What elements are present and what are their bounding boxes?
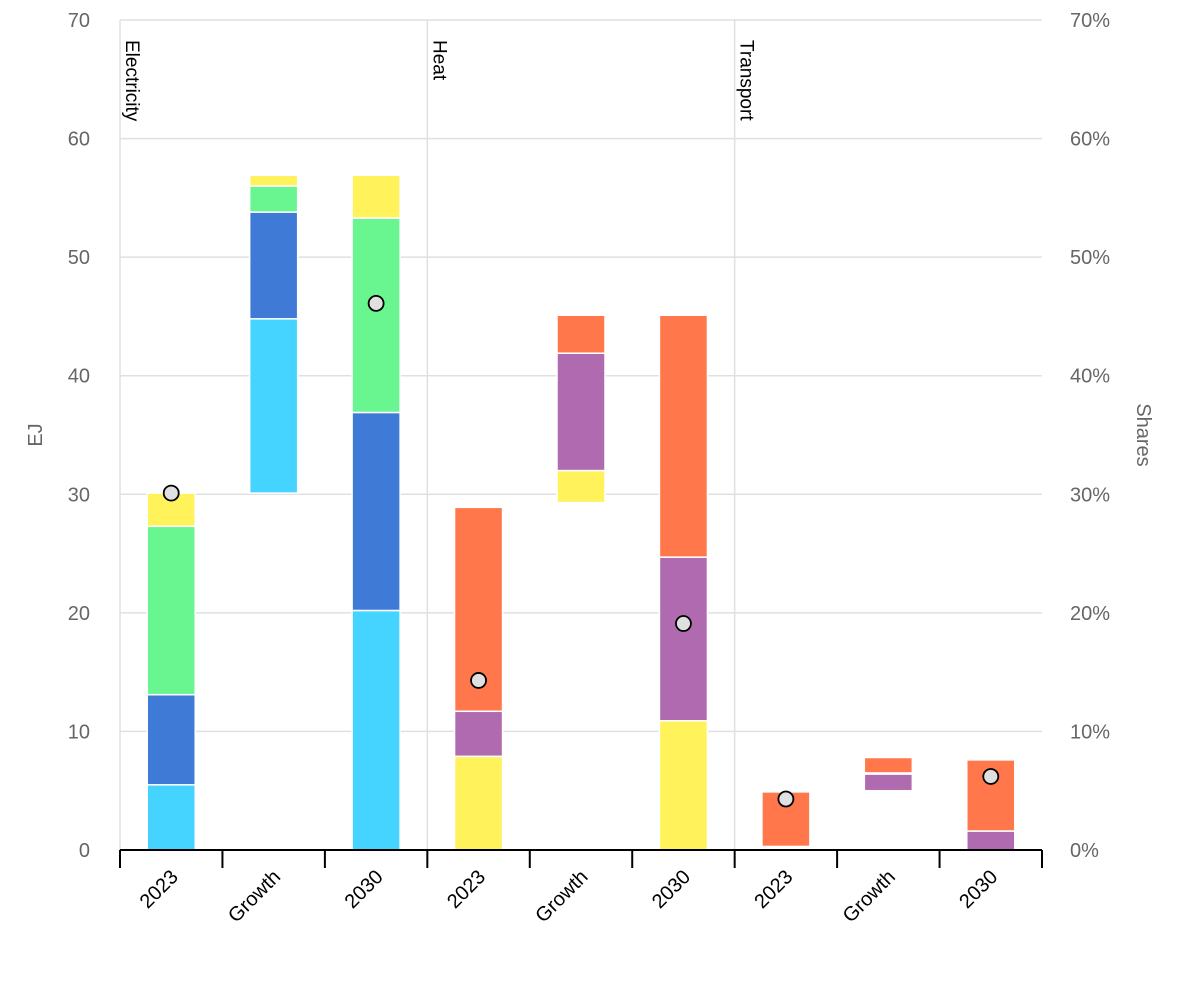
y-axis-label: EJ <box>25 423 47 446</box>
y-tick-label: 10 <box>68 721 90 743</box>
bar-segment-purple <box>863 773 914 792</box>
bar-segment-cyan <box>146 784 196 851</box>
y2-tick-label: 0% <box>1070 840 1099 862</box>
bar-segment-purple <box>556 352 606 472</box>
bar-segment-purple <box>453 710 504 758</box>
y-tick-label: 0 <box>79 840 90 862</box>
bar-segment-orange <box>761 791 811 848</box>
y2-tick-label: 50% <box>1070 247 1110 269</box>
x-tick-label: 2030 <box>955 866 1002 913</box>
y-tick-label: 30 <box>68 484 90 506</box>
y2-tick-label: 60% <box>1070 129 1110 151</box>
share-marker <box>675 615 692 632</box>
bar-segment-yellow <box>658 720 709 851</box>
y2-tick-label: 70% <box>1070 10 1110 32</box>
bar-segment-blue <box>351 411 401 612</box>
group-label-transport: Transport <box>736 40 757 121</box>
bar-segment-green <box>351 217 401 414</box>
bar-segment-orange <box>863 756 914 774</box>
bar-segment-orange <box>556 314 606 354</box>
x-tick-label: 2030 <box>648 866 695 913</box>
bar-segment-purple <box>658 556 709 722</box>
bar-segment-yellow <box>351 174 401 219</box>
y-tick-label: 50 <box>68 247 90 269</box>
bar-segment-orange <box>658 314 709 558</box>
bar-segment-yellow <box>453 755 504 851</box>
x-tick-label: Growth <box>531 866 592 927</box>
bar-segment-green <box>248 185 299 213</box>
x-tick-label: 2023 <box>136 866 183 913</box>
group-label-heat: Heat <box>428 40 449 81</box>
y2-tick-label: 30% <box>1070 484 1110 506</box>
x-tick-label: 2023 <box>750 866 797 913</box>
y2-tick-label: 10% <box>1070 721 1110 743</box>
y-tick-label: 70 <box>68 10 90 32</box>
bar-segment-purple <box>966 830 1016 851</box>
bar-segment-blue <box>248 211 299 320</box>
y-tick-label: 60 <box>68 129 90 151</box>
share-marker <box>982 768 1000 785</box>
share-marker <box>367 294 385 312</box>
bar-segment-cyan <box>351 609 401 851</box>
y2-axis-label: Shares <box>1132 403 1154 466</box>
share-marker <box>470 672 487 689</box>
y-tick-label: 20 <box>68 603 90 625</box>
x-tick-label: Growth <box>839 866 900 927</box>
x-tick-label: 2030 <box>341 866 388 913</box>
y2-tick-label: 40% <box>1070 366 1110 388</box>
bars <box>146 174 1016 851</box>
group-label-electricity: Electricity <box>121 40 142 122</box>
share-marker <box>777 790 795 808</box>
share-marker <box>162 484 180 502</box>
bar-segment-yellow <box>248 174 299 187</box>
y2-tick-label: 20% <box>1070 603 1110 625</box>
x-tick-label: 2023 <box>443 866 490 913</box>
bar-segment-cyan <box>248 318 299 494</box>
y-tick-label: 40 <box>68 366 90 388</box>
bar-segment-blue <box>146 693 196 786</box>
bar-segment-yellow <box>556 469 606 504</box>
x-tick-label: Growth <box>224 866 285 927</box>
bar-segment-green <box>146 525 196 696</box>
